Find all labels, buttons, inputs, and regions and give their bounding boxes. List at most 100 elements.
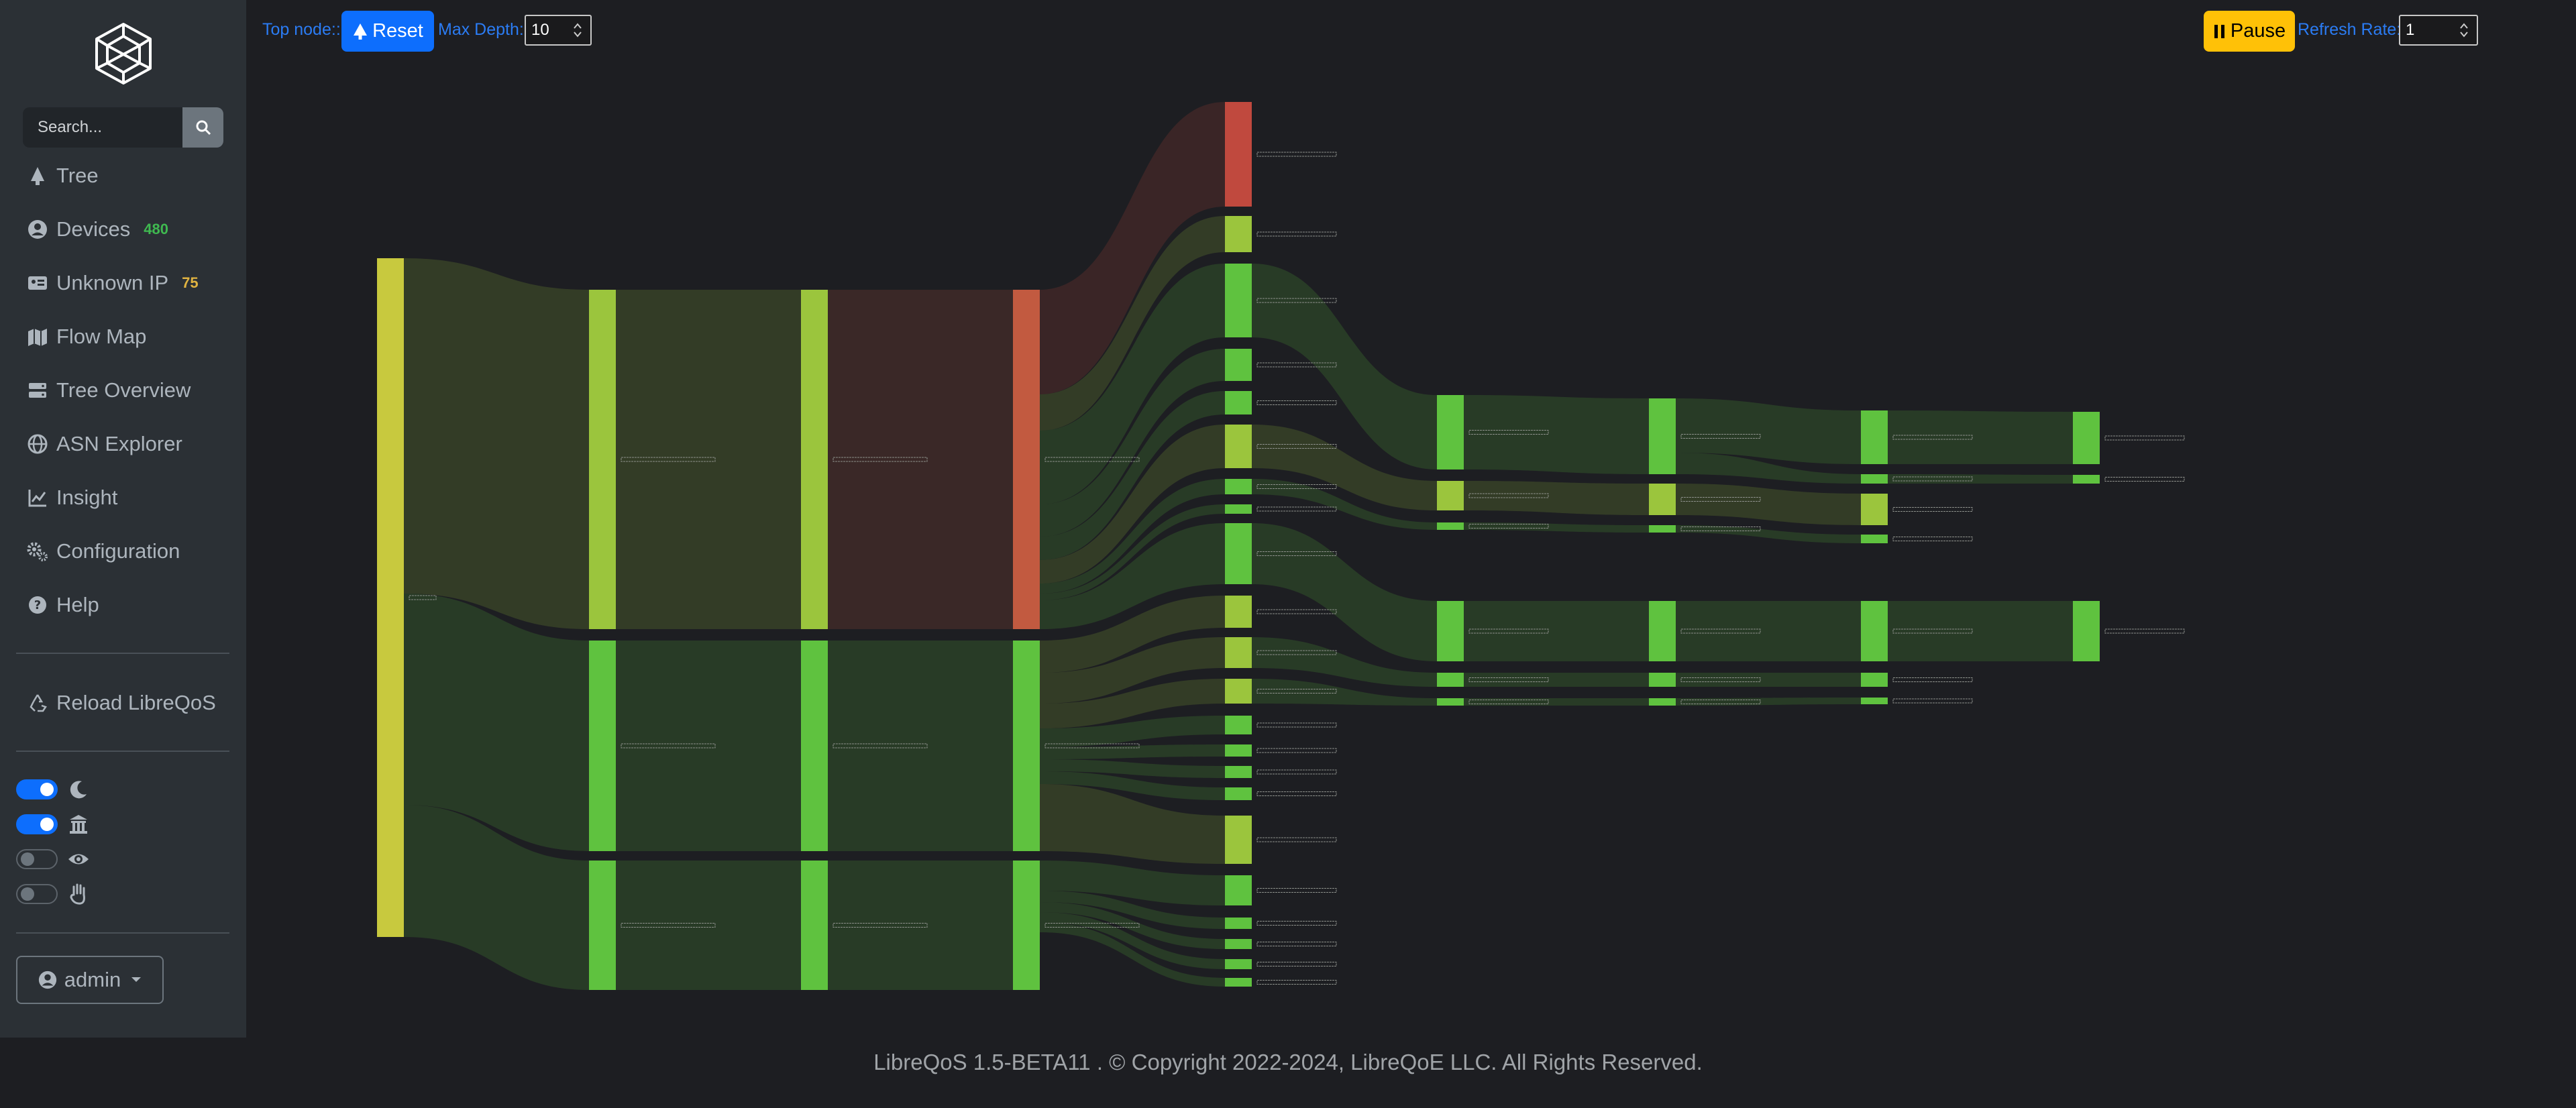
sankey-link: [616, 641, 801, 851]
sankey-node[interactable]: [589, 861, 616, 990]
sankey-node[interactable]: [2073, 412, 2100, 464]
sankey-node[interactable]: [1013, 641, 1040, 851]
refresh-rate-value: 1: [2406, 21, 2415, 39]
sankey-node[interactable]: [1649, 398, 1676, 474]
sankey-node[interactable]: [1437, 481, 1464, 510]
nav-help[interactable]: ? Help: [27, 588, 99, 622]
nav-flow-map-label: Flow Map: [56, 325, 147, 348]
sankey-link: [404, 594, 589, 851]
nav-tree[interactable]: Tree: [27, 159, 99, 192]
sankey-node[interactable]: [1649, 525, 1676, 533]
spinner-arrows-icon[interactable]: [573, 21, 582, 39]
redacted-node-label: [833, 457, 928, 462]
sankey-node[interactable]: [377, 258, 404, 937]
sankey-node[interactable]: [1225, 679, 1252, 704]
search-button[interactable]: [182, 107, 223, 148]
sankey-node[interactable]: [2073, 475, 2100, 484]
sankey-node[interactable]: [1225, 523, 1252, 584]
libreqos-logo-icon[interactable]: [93, 21, 154, 86]
reset-button[interactable]: Reset: [341, 11, 434, 52]
sankey-node[interactable]: [1225, 766, 1252, 778]
nav-flow-map[interactable]: Flow Map: [27, 320, 146, 353]
hand-toggle[interactable]: [16, 884, 58, 904]
sankey-node[interactable]: [1861, 601, 1888, 661]
sankey-link: [1040, 771, 1225, 800]
sankey-node[interactable]: [1225, 264, 1252, 337]
nav-configuration[interactable]: Configuration: [27, 535, 180, 568]
sankey-node[interactable]: [1225, 216, 1252, 252]
sankey-node[interactable]: [1225, 816, 1252, 864]
sankey-node[interactable]: [1861, 698, 1888, 704]
sankey-node[interactable]: [1861, 673, 1888, 687]
sankey-node[interactable]: [801, 290, 828, 629]
sankey-node[interactable]: [1225, 504, 1252, 514]
sankey-node[interactable]: [1225, 391, 1252, 414]
sankey-node[interactable]: [2073, 601, 2100, 661]
sankey-node[interactable]: [1649, 484, 1676, 515]
sankey-node[interactable]: [1013, 290, 1040, 629]
sankey-node[interactable]: [1225, 787, 1252, 800]
redacted-node-label: [1468, 430, 1549, 435]
sankey-node[interactable]: [1437, 601, 1464, 661]
redacted-node-label: [2104, 435, 2185, 441]
sankey-node[interactable]: [1649, 673, 1676, 687]
sankey-node[interactable]: [801, 861, 828, 990]
sankey-node[interactable]: [1225, 349, 1252, 381]
refresh-rate-input[interactable]: 1: [2399, 15, 2478, 46]
max-depth-input[interactable]: 10: [525, 15, 592, 46]
sankey-node[interactable]: [1225, 596, 1252, 628]
sankey-node[interactable]: [1649, 698, 1676, 706]
sankey-node[interactable]: [1437, 522, 1464, 530]
sankey-node[interactable]: [1225, 637, 1252, 668]
sankey-node[interactable]: [1437, 395, 1464, 469]
sankey-node[interactable]: [1225, 425, 1252, 468]
sidebar: Tree Devices 480 Unknown IP 75 Flow Map …: [0, 0, 246, 1038]
sankey-node[interactable]: [1225, 959, 1252, 969]
sankey-link: [1676, 601, 1861, 661]
sankey-node[interactable]: [589, 641, 616, 851]
sankey-link: [1040, 523, 1225, 629]
sankey-node[interactable]: [1861, 410, 1888, 464]
sankey-link: [1252, 425, 1437, 510]
redacted-node-label: [1256, 152, 1337, 157]
sankey-node[interactable]: [1225, 479, 1252, 494]
sankey-node[interactable]: [1861, 474, 1888, 484]
nav-devices[interactable]: Devices 480: [27, 213, 168, 246]
pause-button[interactable]: Pause: [2204, 11, 2295, 52]
sankey-node[interactable]: [801, 641, 828, 851]
sankey-node[interactable]: [1225, 716, 1252, 734]
sankey-node[interactable]: [1225, 744, 1252, 757]
sankey-node[interactable]: [1861, 535, 1888, 543]
sidebar-divider: [16, 932, 229, 934]
redact-toggle[interactable]: [16, 814, 58, 834]
sankey-link: [404, 805, 589, 990]
nav-tree-overview[interactable]: Tree Overview: [27, 374, 191, 407]
sankey-link: [1464, 698, 1649, 706]
user-menu-button[interactable]: admin: [16, 956, 164, 1004]
sankey-node[interactable]: [1649, 601, 1676, 661]
sankey-node[interactable]: [1225, 102, 1252, 207]
sankey-node[interactable]: [1437, 698, 1464, 706]
id-card-icon: [28, 276, 47, 290]
sankey-node[interactable]: [1225, 978, 1252, 987]
reload-libreqos-button[interactable]: Reload LibreQoS: [27, 686, 216, 720]
sankey-node[interactable]: [1013, 861, 1040, 990]
nav-asn-explorer[interactable]: ASN Explorer: [27, 427, 182, 461]
redacted-node-label: [1256, 506, 1337, 512]
nav-insight[interactable]: Insight: [27, 481, 117, 514]
sankey-link: [1676, 673, 1861, 687]
sankey-node[interactable]: [1225, 939, 1252, 949]
sankey-node[interactable]: [589, 290, 616, 629]
sankey-node[interactable]: [1225, 875, 1252, 905]
search-input[interactable]: [23, 107, 182, 148]
redacted-node-label: [1256, 921, 1337, 926]
visibility-toggle[interactable]: [16, 849, 58, 869]
sankey-node[interactable]: [1861, 494, 1888, 525]
sankey-link: [404, 258, 589, 629]
question-circle-icon: ?: [29, 596, 46, 614]
dark-mode-toggle[interactable]: [16, 779, 58, 799]
sankey-node[interactable]: [1225, 918, 1252, 929]
sankey-node[interactable]: [1437, 673, 1464, 687]
spinner-arrows-icon[interactable]: [2459, 21, 2469, 39]
nav-unknown-ip[interactable]: Unknown IP 75: [27, 266, 199, 300]
